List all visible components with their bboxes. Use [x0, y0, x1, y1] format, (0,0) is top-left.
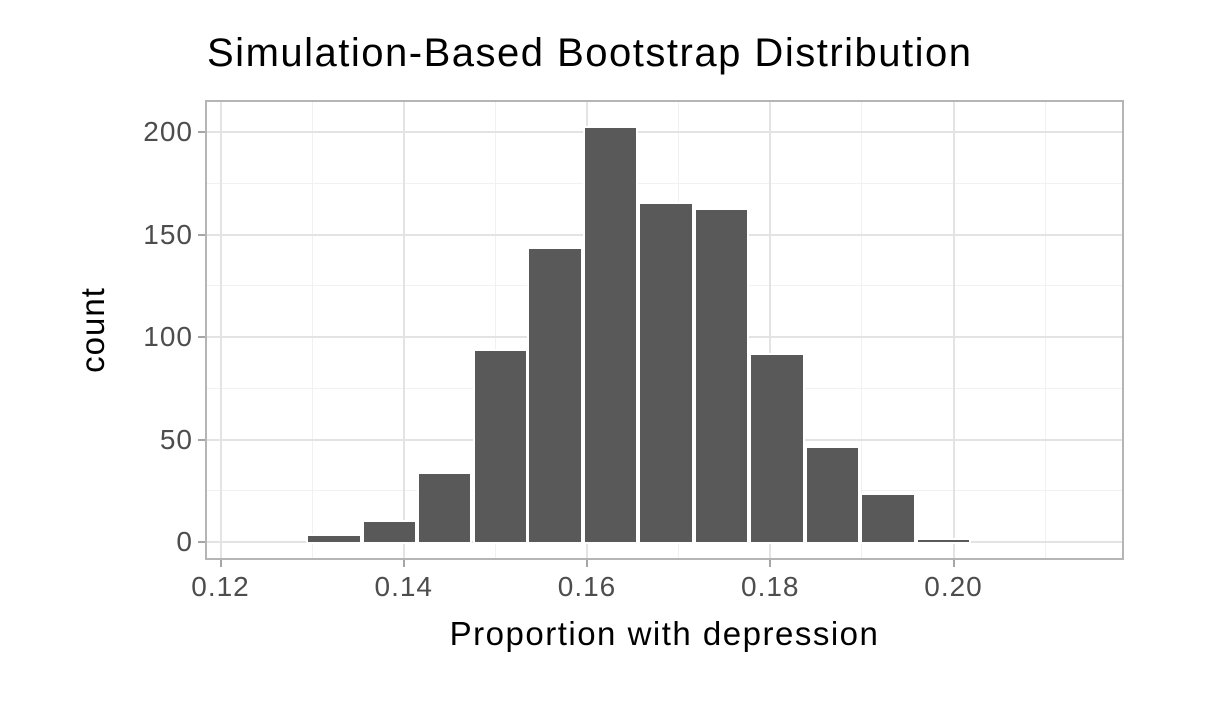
x-major-gridline: [769, 102, 772, 558]
y-axis-title: count: [74, 287, 111, 373]
histogram-bar: [305, 533, 362, 544]
y-tick-mark: [198, 336, 205, 338]
y-tick-label: 150: [143, 218, 193, 250]
x-tick-mark: [769, 560, 772, 567]
y-tick-label: 100: [143, 321, 193, 352]
y-major-gridline: [207, 131, 1122, 133]
histogram-bar: [472, 349, 528, 544]
histogram-bar: [805, 445, 861, 544]
histogram-bar: [527, 246, 584, 544]
y-tick-mark: [198, 233, 205, 236]
y-tick-label: 0: [176, 526, 193, 557]
x-tick-label: 0.18: [741, 571, 800, 602]
y-tick-mark: [198, 438, 205, 441]
y-tick-mark: [198, 131, 205, 133]
histogram-bar: [361, 519, 417, 544]
histogram-bar: [583, 125, 639, 544]
x-minor-gridline: [1044, 102, 1046, 558]
y-tick-mark: [198, 541, 205, 543]
x-minor-gridline: [311, 102, 313, 558]
x-minor-gridline: [494, 102, 496, 558]
x-tick-label: 0.20: [924, 571, 983, 602]
histogram-bar: [416, 472, 473, 544]
y-tick-label: 50: [159, 423, 193, 455]
histogram-bar: [915, 537, 971, 544]
x-major-gridline: [219, 102, 222, 558]
x-tick-mark: [402, 560, 405, 567]
plot-panel: [205, 100, 1124, 560]
histogram-bar: [749, 353, 806, 544]
histogram-bar: [638, 201, 695, 544]
histogram-bar: [860, 492, 916, 544]
x-major-gridline: [402, 102, 405, 558]
histogram-bar: [694, 207, 750, 544]
x-axis-title: Proportion with depression: [449, 615, 880, 652]
x-tick-label: 0.14: [374, 571, 433, 602]
y-minor-gridline: [207, 182, 1122, 184]
y-tick-label: 200: [143, 116, 193, 147]
x-minor-gridline: [861, 102, 863, 558]
plot-title: Simulation-Based Bootstrap Distribution: [207, 31, 973, 75]
x-tick-label: 0.16: [557, 571, 617, 602]
x-tick-mark: [219, 560, 222, 567]
x-tick-mark: [952, 560, 955, 567]
x-major-gridline: [952, 102, 955, 558]
x-tick-mark: [586, 560, 588, 567]
x-tick-label: 0.12: [191, 571, 250, 602]
